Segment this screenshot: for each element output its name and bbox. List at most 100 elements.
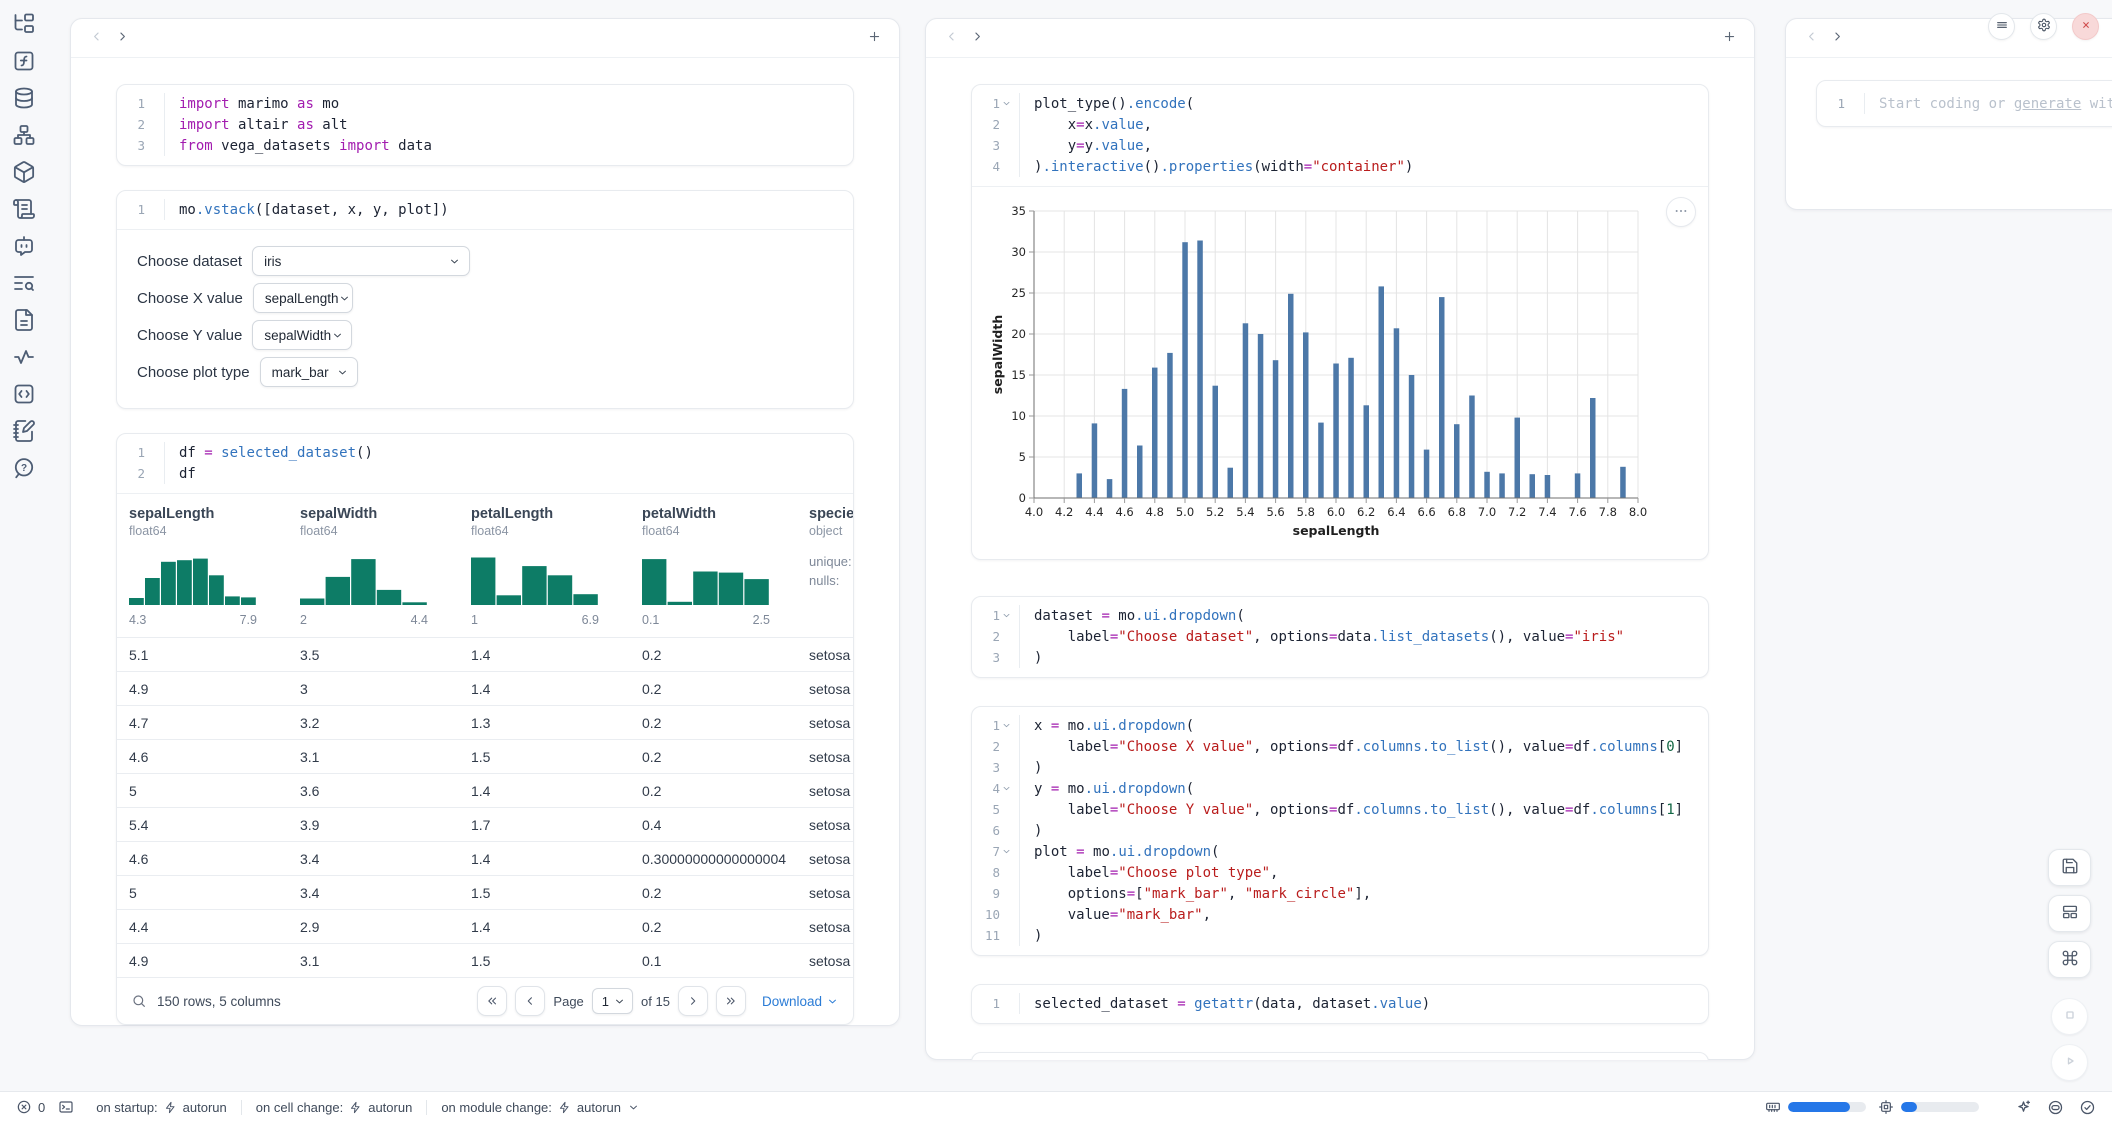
- layout-icon: [2061, 903, 2079, 924]
- code-cell-dataset-dropdown[interactable]: 1dataset = mo.ui.dropdown(2 label="Choos…: [971, 596, 1709, 678]
- column-header[interactable]: sepalWidthfloat6424.4: [288, 506, 459, 627]
- on-module-change-setting[interactable]: on module change: autorun: [441, 1100, 640, 1115]
- dataset-select[interactable]: iris: [252, 246, 470, 276]
- new-cell-editor[interactable]: 1 Start coding or generate with AI: [1816, 80, 2112, 127]
- fold-chevron-icon[interactable]: [1001, 609, 1014, 622]
- sidebar: ?: [0, 0, 48, 1060]
- package-icon[interactable]: [12, 160, 36, 184]
- stop-icon: [2061, 1006, 2079, 1027]
- column-back-button[interactable]: [83, 25, 109, 51]
- code-editor[interactable]: 1dataset = mo.ui.dropdown(2 label="Choos…: [972, 597, 1708, 677]
- column-forward-button[interactable]: [109, 25, 135, 51]
- bot-message-icon[interactable]: [12, 234, 36, 258]
- y-select[interactable]: sepalWidth: [252, 320, 352, 350]
- close-button[interactable]: [2072, 13, 2099, 40]
- column-name: species: [809, 506, 853, 522]
- scroll-text-icon[interactable]: [12, 197, 36, 221]
- generate-with-ai-link[interactable]: generate: [2014, 96, 2081, 112]
- cpu-usage-fill: [1901, 1102, 1917, 1112]
- code-cell-plot[interactable]: 1plot_type().encode(2 x=x.value,3 y=y.va…: [971, 84, 1709, 560]
- save-button[interactable]: [2048, 849, 2091, 886]
- code-editor[interactable]: 1selected_dataset = getattr(data, datase…: [972, 985, 1708, 1023]
- code-cell-vstack[interactable]: 1mo.vstack([dataset, x, y, plot]) Choose…: [116, 190, 854, 409]
- code-cell-selected-dataset[interactable]: 1selected_dataset = getattr(data, datase…: [971, 984, 1709, 1024]
- column-header[interactable]: speciesobjectunique:nulls:: [797, 506, 853, 627]
- add-column-button[interactable]: [861, 25, 887, 51]
- code-text: y=y.value,: [1034, 138, 1152, 154]
- stop-button[interactable]: [2051, 998, 2088, 1035]
- code-editor[interactable]: 1plot_type = getattr(alt.Chart(df), plot…: [972, 1053, 1708, 1060]
- terminal-button[interactable]: [58, 1099, 74, 1115]
- column-max: 7.9: [240, 613, 257, 627]
- menu-button[interactable]: [1988, 13, 2015, 40]
- code-cell-imports[interactable]: 1import marimo as mo2import altair as al…: [116, 84, 854, 166]
- function-square-icon[interactable]: [12, 49, 36, 73]
- errors-button[interactable]: 0: [16, 1099, 45, 1115]
- code-brackets-icon[interactable]: [12, 382, 36, 406]
- add-column-button[interactable]: [1716, 25, 1742, 51]
- column-forward-button[interactable]: [1824, 25, 1850, 51]
- next-page-button[interactable]: [678, 986, 708, 1016]
- code-text: options=["mark_bar", "mark_circle"],: [1034, 886, 1371, 902]
- database-icon[interactable]: [12, 86, 36, 110]
- on-cell-change-setting[interactable]: on cell change: autorun: [256, 1100, 413, 1115]
- altair-bar-chart[interactable]: 4.04.24.44.64.85.05.25.45.65.86.06.26.46…: [988, 203, 1694, 545]
- notebook-body-left: 1import marimo as mo2import altair as al…: [71, 58, 899, 1026]
- line-number: 2: [137, 466, 145, 481]
- code-cell-dataframe[interactable]: 1df = selected_dataset()2df sepalLengthf…: [116, 433, 854, 1025]
- code-cell-plot-type[interactable]: 1plot_type = getattr(alt.Chart(df), plot…: [971, 1052, 1709, 1060]
- code-line: 1x = mo.ui.dropdown(: [972, 715, 1708, 736]
- line-gutter: 8: [972, 862, 1020, 883]
- chart-options-button[interactable]: [1666, 197, 1696, 227]
- column-header[interactable]: petalLengthfloat6416.9: [459, 506, 630, 627]
- download-button[interactable]: Download: [762, 994, 839, 1009]
- code-editor[interactable]: 1plot_type().encode(2 x=x.value,3 y=y.va…: [972, 85, 1708, 186]
- fold-chevron-icon[interactable]: [1001, 719, 1014, 732]
- run-button[interactable]: [2051, 1044, 2088, 1081]
- code-cell-xy-dropdowns[interactable]: 1x = mo.ui.dropdown(2 label="Choose X va…: [971, 706, 1709, 956]
- column-back-button[interactable]: [1798, 25, 1824, 51]
- column-header[interactable]: sepalLengthfloat644.37.9: [117, 506, 288, 627]
- line-number: 5: [992, 802, 1000, 817]
- first-page-button[interactable]: [477, 986, 507, 1016]
- command-palette-button[interactable]: [2048, 941, 2091, 978]
- search-icon[interactable]: [131, 993, 147, 1009]
- line-number: 1: [137, 96, 145, 111]
- column-header[interactable]: petalWidthfloat640.12.5: [630, 506, 797, 627]
- fold-chevron-icon[interactable]: [1001, 845, 1014, 858]
- code-editor[interactable]: 1x = mo.ui.dropdown(2 label="Choose X va…: [972, 707, 1708, 955]
- help-circle-icon[interactable]: ?: [12, 456, 36, 480]
- line-gutter: 3: [972, 757, 1020, 778]
- activity-icon[interactable]: [12, 345, 36, 369]
- code-text: label="Choose X value", options=df.colum…: [1034, 739, 1683, 755]
- notebook-pen-icon[interactable]: [12, 419, 36, 443]
- svg-text:5.2: 5.2: [1206, 505, 1224, 519]
- previous-page-button[interactable]: [515, 986, 545, 1016]
- code-editor[interactable]: 1mo.vstack([dataset, x, y, plot]): [117, 191, 853, 229]
- line-gutter: 1: [117, 93, 165, 114]
- column-forward-button[interactable]: [964, 25, 990, 51]
- code-editor[interactable]: 1df = selected_dataset()2df: [117, 434, 853, 493]
- last-page-button[interactable]: [716, 986, 746, 1016]
- x-select[interactable]: sepalLength: [253, 283, 353, 313]
- table-cell: 4.6: [117, 851, 288, 867]
- text-search-icon[interactable]: [12, 271, 36, 295]
- code-text: plot = mo.ui.dropdown(: [1034, 844, 1219, 860]
- settings-button[interactable]: [2030, 13, 2057, 40]
- page-select[interactable]: 1: [592, 988, 633, 1014]
- layout-button[interactable]: [2048, 895, 2091, 932]
- file-tree-icon[interactable]: [12, 12, 36, 36]
- fold-chevron-icon[interactable]: [1001, 782, 1014, 795]
- on-startup-setting[interactable]: on startup: autorun: [96, 1100, 227, 1115]
- plot-select[interactable]: mark_bar: [260, 357, 358, 387]
- runtime-status-button[interactable]: [2079, 1099, 2096, 1116]
- code-editor[interactable]: 1import marimo as mo2import altair as al…: [117, 85, 853, 165]
- line-gutter: 2: [972, 736, 1020, 757]
- fold-chevron-icon[interactable]: [1001, 97, 1014, 110]
- column-back-button[interactable]: [938, 25, 964, 51]
- line-number: 3: [137, 138, 145, 153]
- file-text-icon[interactable]: [12, 308, 36, 332]
- workflow-icon[interactable]: [12, 123, 36, 147]
- copilot-button[interactable]: [2047, 1099, 2064, 1116]
- ai-assistant-button[interactable]: [2015, 1099, 2032, 1116]
